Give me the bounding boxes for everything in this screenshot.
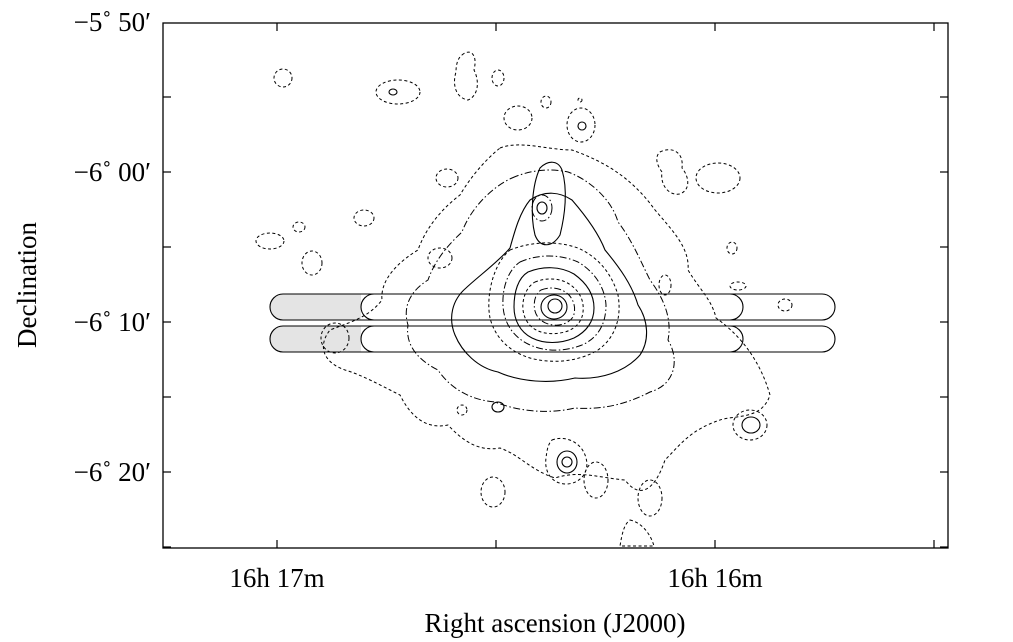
y-axis-title: Declination (12, 222, 42, 348)
contour-ridge (531, 161, 566, 246)
contour-island (301, 250, 323, 276)
contour-island (656, 149, 689, 195)
contour-outer (322, 144, 771, 491)
contour-level-5 (502, 255, 607, 351)
contour-knot-south-outer (545, 437, 588, 485)
contour-island (427, 247, 453, 269)
contour-level-3 (451, 192, 648, 382)
contour-level-2 (405, 169, 675, 412)
contour-island (435, 168, 459, 188)
contour-knot-south-mid (556, 450, 578, 474)
contours (255, 51, 793, 547)
slit-regions (269, 293, 836, 353)
contour-level-9 (540, 294, 568, 320)
contour-level-8 (533, 287, 576, 326)
contour-level-4 (488, 242, 620, 362)
contour-island (491, 401, 505, 413)
contour-island (577, 97, 583, 103)
y-axis-ticks (163, 96, 948, 548)
contour-island (583, 461, 609, 499)
contour-level-6 (513, 267, 595, 344)
y-tick-label: −6˚ 00′ (74, 157, 151, 187)
contour-island (637, 479, 663, 517)
contour-island (292, 221, 306, 233)
y-tick-label: −6˚ 10′ (74, 307, 151, 337)
contour-island (491, 69, 505, 87)
x-axis-title: Right ascension (J2000) (425, 608, 686, 638)
x-tick-label: 16h 17m (229, 563, 324, 593)
contour-island (726, 241, 738, 255)
y-axis-tick-labels: −5˚ 50′ −6˚ 00′ −6˚ 10′ −6˚ 20′ (74, 7, 151, 487)
slit-region-upper (270, 294, 361, 320)
contour-island (454, 51, 478, 101)
contour-island (577, 121, 587, 131)
contour-knot-east-inner (741, 416, 761, 434)
contour-island (273, 68, 293, 88)
contour-island (540, 95, 552, 109)
contour-island (353, 209, 375, 227)
x-axis-ticks (276, 23, 935, 548)
contour-island (375, 79, 421, 105)
contour-level-10 (547, 298, 563, 314)
contour-island (456, 404, 468, 416)
slit-upper-inner-outline (360, 293, 744, 321)
contour-island (480, 476, 506, 508)
contour-island (320, 322, 350, 354)
contour-island (658, 274, 672, 296)
contour-island (503, 105, 533, 131)
contour-island (388, 88, 398, 96)
x-tick-label: 16h 16m (667, 563, 762, 593)
contour-level-7 (522, 278, 584, 335)
y-tick-label: −5˚ 50′ (74, 7, 151, 37)
contour-knot-east-outer (732, 409, 768, 441)
slit-region-lower (270, 326, 361, 352)
contour-island (777, 298, 793, 312)
contour-island (619, 519, 655, 547)
contour-knot-north-inner (536, 201, 548, 215)
y-tick-label: −6˚ 20′ (74, 457, 151, 487)
contour-island (566, 107, 596, 143)
contour-knot-north-outer (531, 194, 553, 222)
contour-island (729, 281, 747, 291)
contour-island (255, 232, 285, 250)
contour-knot-south-inner (561, 456, 573, 468)
slit-lower-inner-outline (360, 325, 744, 353)
contour-island (695, 162, 741, 194)
plot-frame (162, 22, 949, 549)
